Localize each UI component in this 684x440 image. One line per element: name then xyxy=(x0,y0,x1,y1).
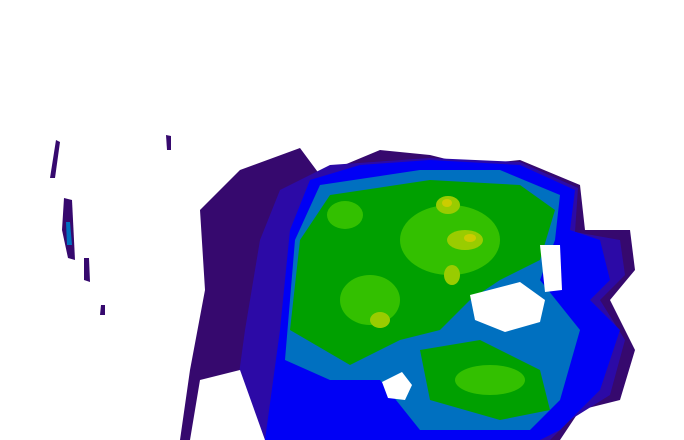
echo-light-green xyxy=(327,201,525,395)
echo-gaps xyxy=(190,245,562,440)
echo-yellow xyxy=(442,199,476,242)
far-echo-core xyxy=(66,222,72,245)
